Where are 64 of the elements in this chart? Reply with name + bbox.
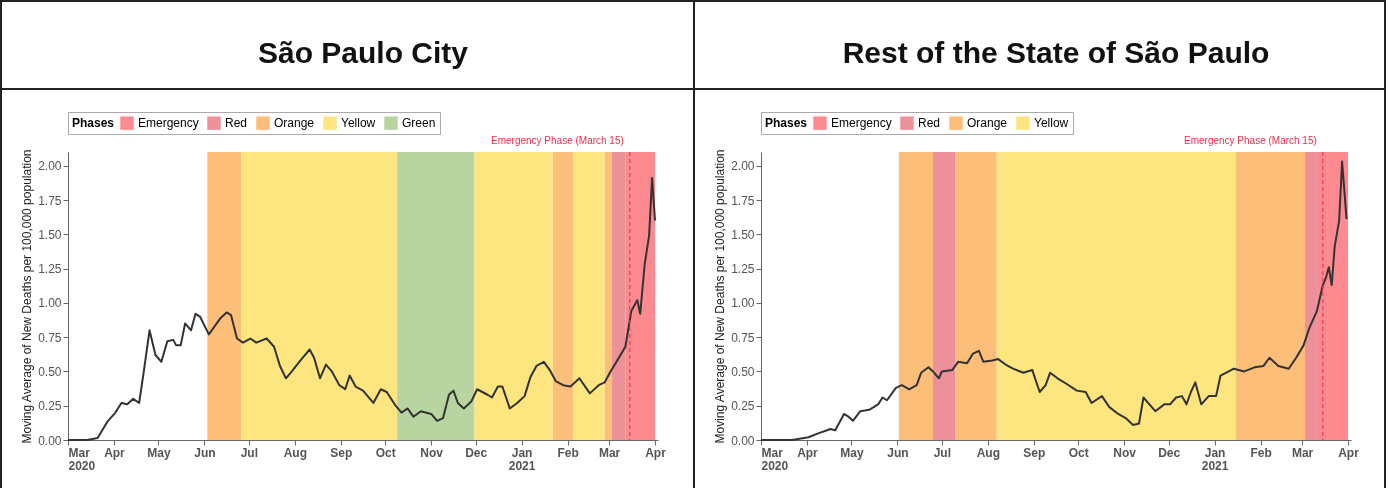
y-tick-label: 2.00	[731, 159, 755, 174]
x-tick-label: Jan 2021	[1201, 445, 1229, 473]
y-tick-label: 1.00	[38, 296, 62, 311]
x-tick-label: Apr	[104, 445, 126, 460]
x-tick-label: Mar	[598, 445, 621, 460]
y-tick-label: 1.50	[38, 227, 62, 242]
ref-line-label: Emergency Phase (March 15)	[490, 135, 624, 146]
y-tick-label: 0.75	[731, 330, 755, 345]
x-tick-label: Sep	[330, 445, 353, 460]
legend-label: Red	[225, 116, 248, 131]
y-tick-label: 0.25	[731, 399, 755, 414]
legend-label: Emergency	[831, 116, 892, 131]
y-tick-label: 0.25	[38, 399, 62, 414]
x-tick-label: Jan 2021	[508, 445, 536, 473]
x-tick-label: Apr	[645, 445, 667, 460]
y-tick-label: 1.75	[38, 193, 62, 208]
x-tick-label: Mar 2020	[68, 445, 96, 473]
y-axis-title: Moving Average of New Deaths per 100,000 population	[713, 149, 728, 444]
x-tick-label: Sep	[1023, 445, 1046, 460]
x-tick-label: Jul	[240, 445, 259, 460]
y-tick-label: 0.00	[38, 433, 62, 448]
x-tick-label: Apr	[797, 445, 819, 460]
x-tick-label: Mar	[1291, 445, 1314, 460]
x-tick-label: Dec	[465, 445, 488, 460]
x-tick-label: Mar 2020	[761, 445, 789, 473]
x-tick-label: Jun	[194, 445, 216, 460]
y-axis-title: Moving Average of New Deaths per 100,000 population	[20, 149, 35, 444]
x-tick-label: Aug	[283, 445, 307, 460]
x-tick-label: Oct	[1068, 445, 1089, 460]
y-tick-label: 1.00	[731, 296, 755, 311]
x-tick-label: Jun	[887, 445, 909, 460]
x-tick-label: Nov	[420, 445, 444, 460]
x-tick-label: Aug	[976, 445, 1000, 460]
legend-label: Yellow	[1034, 116, 1069, 131]
x-tick-label: Apr	[1338, 445, 1360, 460]
y-tick-label: 0.50	[731, 364, 755, 379]
legend-label: Red	[918, 116, 941, 131]
y-tick-label: 0.50	[38, 364, 62, 379]
x-tick-label: Nov	[1113, 445, 1137, 460]
chart-title: São Paulo City	[257, 35, 469, 69]
y-tick-label: 1.75	[731, 193, 755, 208]
legend-label: Orange	[274, 116, 315, 131]
legend-label: Green	[402, 116, 436, 131]
legend-title: Phases	[72, 116, 115, 130]
legend-label: Emergency	[138, 116, 199, 131]
legend-title: Phases	[765, 116, 808, 130]
y-tick-label: 1.50	[731, 227, 755, 242]
x-tick-label: Feb	[1250, 445, 1272, 460]
y-tick-label: 1.25	[731, 262, 755, 277]
x-tick-label: Feb	[557, 445, 579, 460]
chart-title: Rest of the State of São Paulo	[842, 35, 1270, 69]
x-tick-label: May	[147, 445, 171, 460]
x-tick-label: Oct	[375, 445, 396, 460]
legend-label: Yellow	[341, 116, 376, 131]
line-series	[760, 160, 1348, 441]
y-tick-label: 1.25	[38, 262, 62, 277]
ref-line-label: Emergency Phase (March 15)	[1183, 135, 1317, 146]
legend-label: Orange	[967, 116, 1008, 131]
x-tick-label: Jul	[933, 445, 952, 460]
y-tick-label: 0.00	[731, 433, 755, 448]
x-tick-label: Dec	[1158, 445, 1181, 460]
x-tick-label: May	[840, 445, 864, 460]
y-tick-label: 2.00	[38, 159, 62, 174]
y-tick-label: 0.75	[38, 330, 62, 345]
